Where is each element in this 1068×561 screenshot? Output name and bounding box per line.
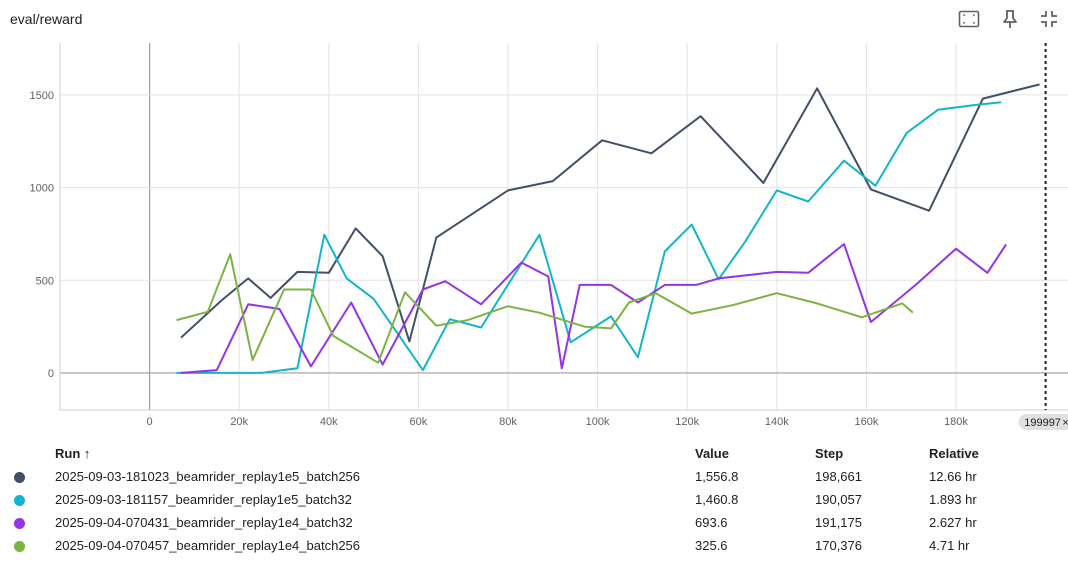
run-value: 693.6: [695, 515, 728, 530]
value-column-header[interactable]: Value: [695, 446, 729, 461]
y-tick-label: 500: [36, 275, 54, 287]
x-tick-label: 120k: [675, 416, 699, 428]
close-icon[interactable]: ×: [1062, 417, 1068, 429]
run-step: 190,057: [815, 492, 862, 507]
x-tick-label: 160k: [854, 416, 878, 428]
series-line-3[interactable]: [176, 253, 914, 364]
chart-title: eval/reward: [10, 11, 83, 27]
table-row[interactable]: 2025-09-04-070457_beamrider_replay1e4_ba…: [0, 535, 1068, 557]
series-line-2[interactable]: [180, 243, 1007, 374]
run-name: 2025-09-04-070457_beamrider_replay1e4_ba…: [55, 538, 361, 553]
run-relative: 12.66 hr: [929, 469, 977, 484]
run-name: 2025-09-04-070431_beamrider_replay1e4_ba…: [55, 515, 353, 530]
table-header: Run ↑ Value Step Relative: [0, 443, 1068, 465]
run-value: 325.6: [695, 538, 728, 553]
x-tick-label: 20k: [230, 416, 248, 428]
run-value: 1,556.8: [695, 469, 739, 484]
x-tick-label: 100k: [586, 416, 610, 428]
step-cursor-badge[interactable]: [1018, 414, 1068, 430]
x-tick-label: 80k: [499, 416, 517, 428]
table-row[interactable]: 2025-09-04-070431_beamrider_replay1e4_ba…: [0, 512, 1068, 534]
x-tick-label: 40k: [320, 416, 338, 428]
reward-chart[interactable]: 0 20k 40k 60k 80k 100k 120k 140k 160k 180k 0 500 100…: [0, 0, 1068, 440]
run-color-swatch: [14, 495, 25, 506]
x-tick-label: 60k: [410, 416, 428, 428]
y-tick-label: 0: [48, 368, 54, 380]
relative-column-header[interactable]: Relative: [929, 446, 979, 461]
x-tick-label: 0: [147, 416, 153, 428]
run-step: 170,376: [815, 538, 862, 553]
table-row[interactable]: 2025-09-03-181023_beamrider_replay1e5_ba…: [0, 466, 1068, 488]
y-tick-label: 1000: [30, 183, 54, 195]
run-name: 2025-09-03-181023_beamrider_replay1e5_ba…: [55, 469, 361, 484]
run-step: 198,661: [815, 469, 862, 484]
step-cursor-label: 199997: [1024, 417, 1061, 429]
y-tick-label: 1500: [30, 90, 54, 102]
run-relative: 4.71 hr: [929, 538, 970, 553]
run-name: 2025-09-03-181157_beamrider_replay1e5_ba…: [55, 492, 352, 507]
run-value: 1,460.8: [695, 492, 739, 507]
x-tick-label: 140k: [765, 416, 789, 428]
run-color-swatch: [14, 518, 25, 529]
pin-icon[interactable]: [998, 8, 1022, 30]
run-color-swatch: [14, 472, 25, 483]
run-step: 191,175: [815, 515, 862, 530]
fit-domain-icon[interactable]: [957, 8, 981, 30]
step-column-header[interactable]: Step: [815, 446, 844, 461]
run-column-header[interactable]: Run ↑: [55, 446, 91, 461]
series-line-0[interactable]: [180, 83, 1040, 343]
run-relative: 1.893 hr: [929, 492, 977, 507]
series-line-1[interactable]: [176, 101, 1002, 374]
x-tick-label: 180k: [944, 416, 968, 428]
run-relative: 2.627 hr: [929, 515, 977, 530]
run-color-swatch: [14, 541, 25, 552]
collapse-icon[interactable]: [1037, 8, 1061, 30]
table-row[interactable]: 2025-09-03-181157_beamrider_replay1e5_ba…: [0, 489, 1068, 511]
